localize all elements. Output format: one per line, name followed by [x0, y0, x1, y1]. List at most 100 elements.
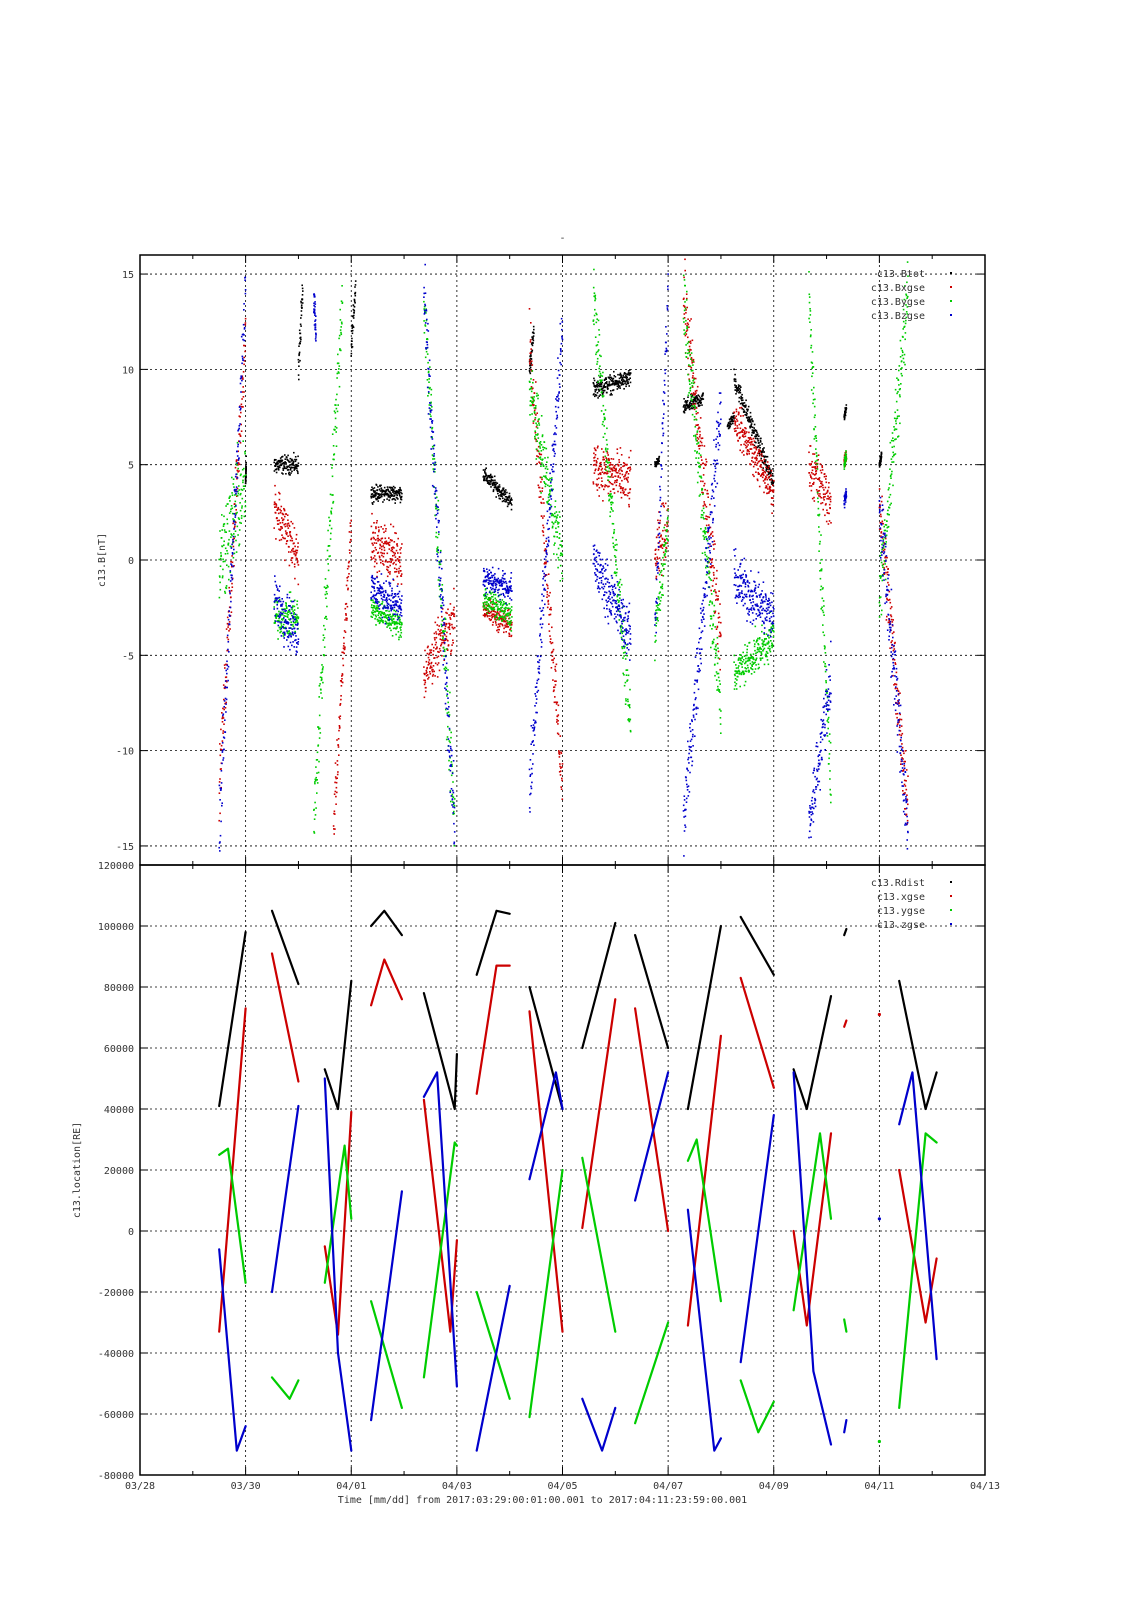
scatter-point	[441, 632, 444, 634]
scatter-point	[718, 621, 720, 624]
scatter-point	[297, 472, 299, 475]
scatter-point	[508, 603, 511, 605]
scatter-point	[654, 465, 656, 468]
scatter-point	[760, 464, 762, 466]
scatter-point	[293, 464, 295, 467]
scatter-point	[893, 648, 896, 650]
scatter-point	[428, 659, 431, 661]
scatter-point	[531, 413, 533, 415]
scatter-point	[538, 422, 540, 424]
scatter-point	[907, 803, 909, 806]
scatter-point	[530, 348, 532, 350]
scatter-point	[438, 669, 441, 672]
scatter-point	[386, 552, 389, 555]
scatter-point	[616, 599, 619, 601]
scatter-point	[716, 626, 719, 629]
scatter-point	[706, 518, 708, 521]
scatter-point	[316, 751, 319, 754]
scatter-point	[657, 619, 659, 622]
scatter-point	[592, 320, 595, 322]
scatter-point	[281, 632, 284, 635]
scatter-point	[348, 573, 350, 575]
scatter-point	[889, 601, 892, 604]
scatter-point	[324, 593, 327, 596]
scatter-point	[389, 492, 391, 494]
scatter-point	[341, 651, 343, 654]
scatter-point	[293, 612, 295, 614]
scatter-point	[750, 448, 753, 450]
scatter-point	[399, 634, 402, 637]
scatter-point	[529, 404, 531, 407]
scatter-series	[218, 258, 909, 835]
scatter-point	[240, 517, 243, 519]
scatter-point	[282, 469, 285, 471]
scatter-point	[503, 631, 505, 634]
scatter-point	[683, 398, 685, 400]
scatter-point	[450, 614, 452, 616]
scatter-point	[697, 424, 699, 426]
scatter-point	[316, 759, 319, 761]
scatter-point	[348, 531, 351, 533]
scatter-point	[621, 378, 623, 381]
scatter-point	[385, 490, 388, 492]
scatter-point	[758, 452, 760, 455]
scatter-point	[691, 392, 693, 395]
scatter-point	[338, 725, 341, 727]
scatter-point	[695, 397, 697, 399]
scatter-point	[610, 501, 612, 504]
scatter-point	[337, 771, 339, 773]
scatter-point	[606, 470, 609, 473]
scatter-point	[612, 483, 614, 486]
scatter-point	[286, 612, 288, 615]
scatter-point	[232, 483, 235, 485]
scatter-point	[547, 587, 549, 590]
scatter-point	[698, 465, 700, 468]
scatter-point	[601, 381, 603, 384]
scatter-point	[530, 364, 532, 366]
scatter-point	[757, 440, 759, 442]
scatter-point	[340, 333, 343, 336]
scatter-point	[297, 607, 299, 609]
scatter-point	[606, 443, 608, 446]
scatter-point	[689, 348, 691, 351]
scatter-point	[659, 603, 661, 605]
scatter-point	[340, 680, 342, 682]
scatter-point	[734, 417, 736, 419]
scatter-point	[243, 360, 246, 362]
scatter-point	[623, 388, 625, 390]
scatter-point	[733, 380, 736, 382]
scatter-point	[284, 615, 287, 617]
scatter-point	[549, 638, 552, 640]
scatter-point	[235, 509, 237, 511]
scatter-point	[383, 524, 386, 527]
scatter-point	[378, 601, 380, 603]
scatter-point	[390, 624, 392, 626]
scatter-point	[609, 494, 612, 496]
scatter-point	[540, 415, 543, 417]
scatter-point	[808, 463, 811, 465]
scatter-point	[705, 461, 708, 463]
scatter-point	[228, 578, 230, 581]
scatter-point	[741, 402, 743, 404]
scatter-point	[547, 500, 549, 503]
scatter-point	[385, 621, 388, 623]
scatter-point	[334, 762, 337, 764]
scatter-point	[738, 396, 741, 399]
scatter-point	[899, 692, 901, 694]
scatter-point	[487, 605, 490, 607]
scatter-point	[619, 487, 622, 490]
scatter-point	[894, 641, 896, 644]
scatter-point	[741, 431, 744, 433]
scatter-point	[228, 586, 230, 589]
scatter-point	[434, 643, 437, 646]
scatter-point	[729, 420, 731, 422]
scatter-point	[532, 422, 535, 424]
scatter-point	[731, 415, 733, 418]
scatter-point	[290, 551, 292, 553]
scatter-point	[510, 504, 513, 506]
scatter-point	[751, 431, 753, 434]
scatter-point	[394, 621, 396, 623]
scatter-point	[492, 602, 494, 605]
scatter-point	[594, 469, 596, 472]
scatter-point	[496, 482, 499, 484]
